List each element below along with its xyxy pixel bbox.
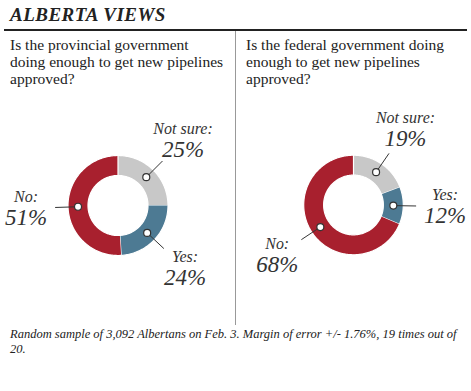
html-text:Random sample of 3,092 Alberta: Random sample of 3,092 Albertans on Feb.… — [10, 327, 457, 356]
svg-text:25%: 25% — [162, 137, 204, 162]
html-text:ALBERTA VIEWS: ALBERTA VIEWS — [10, 4, 166, 25]
svg-text:51%: 51% — [5, 205, 47, 230]
svg-text:19%: 19% — [384, 126, 426, 151]
html-text:Is the provincial government d: Is the provincial government doing enoug… — [10, 36, 224, 87]
svg-text:No:: No: — [13, 188, 38, 205]
svg-text:Yes:: Yes: — [432, 186, 458, 203]
svg-text:Not sure:: Not sure: — [152, 120, 212, 137]
svg-text:68%: 68% — [256, 252, 298, 277]
svg-text:Not sure:: Not sure: — [375, 109, 435, 126]
html-text:Is the federal government doin: Is the federal government doing enough t… — [246, 36, 444, 87]
svg-text:24%: 24% — [164, 265, 206, 290]
svg-text:12%: 12% — [424, 203, 466, 228]
svg-text:No:: No: — [264, 235, 289, 252]
svg-text:Yes:: Yes: — [172, 248, 198, 265]
